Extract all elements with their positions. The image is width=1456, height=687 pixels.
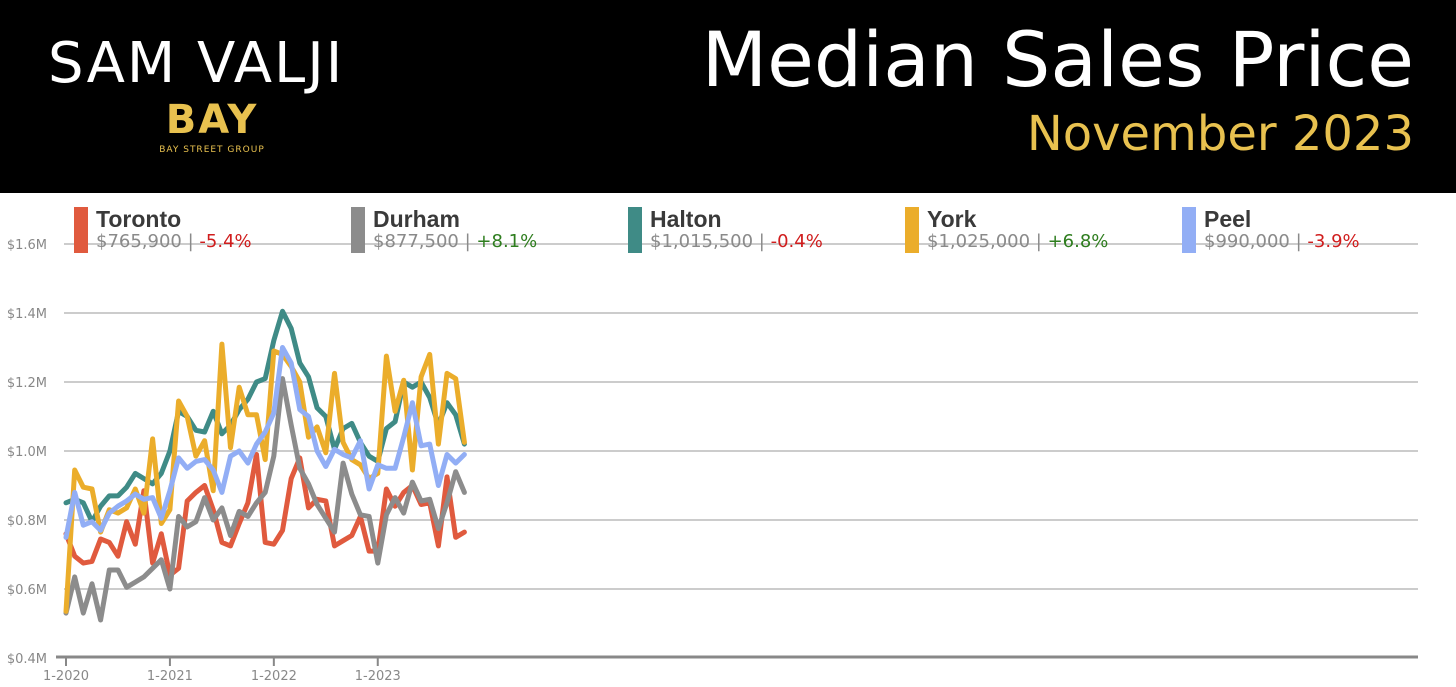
legend-separator: | (753, 231, 771, 252)
legend-series-name: Peel (1204, 206, 1252, 232)
header-banner: SAM VALJI BAY BAY STREET GROUP Median Sa… (0, 0, 1456, 193)
y-tick-label: $0.6M (7, 583, 47, 598)
legend-change: +8.1% (476, 231, 538, 252)
legend-series-value: $877,500 | +8.1% (373, 231, 537, 252)
brand-name: SAM VALJI (48, 31, 345, 96)
legend-price: $1,015,500 (650, 231, 754, 252)
y-tick-label: $0.4M (7, 652, 47, 667)
legend-separator: | (181, 231, 200, 252)
series-line-peel (63, 345, 467, 540)
legend-series-name: Halton (650, 206, 722, 232)
y-tick-label: $0.8M (7, 514, 47, 529)
legend-change: -0.4% (770, 231, 823, 252)
x-tick-label: 1-2023 (355, 669, 401, 684)
brand-logo: BAY BAY STREET GROUP (156, 100, 268, 155)
legend-series-value: $1,025,000 | +6.8% (927, 231, 1108, 252)
legend-change: +6.8% (1047, 231, 1109, 252)
legend-change: -3.9% (1307, 231, 1360, 252)
legend-series-name: York (927, 206, 977, 232)
legend-swatch (74, 207, 88, 253)
legend-swatch (1182, 207, 1196, 253)
legend-price: $877,500 (373, 231, 459, 252)
legend-price: $1,025,000 (927, 231, 1031, 252)
brand-logo-mark: BAY (165, 97, 259, 143)
page-subtitle: November 2023 (1026, 106, 1414, 162)
legend-series-value: $765,900 | -5.4% (96, 231, 252, 252)
legend-change: -5.4% (199, 231, 252, 252)
legend-separator: | (458, 231, 477, 252)
legend-series-name: Toronto (96, 206, 182, 232)
axis-layer: $0.4M $0.6M $0.8M $1.0M $1.2M $1.4M $1.6M 1-202… (7, 238, 1418, 684)
legend-price: $765,900 (96, 231, 182, 252)
legend-swatch (628, 207, 642, 253)
legend-separator: | (1030, 231, 1048, 252)
legend-separator: | (1289, 231, 1308, 252)
x-tick-label: 1-2020 (43, 669, 89, 684)
legend-series-value: $1,015,500 | -0.4% (650, 231, 823, 252)
x-tick-label: 1-2022 (251, 669, 297, 684)
legend-series-name: Durham (373, 206, 460, 232)
page-title: Median Sales Price (701, 15, 1414, 104)
legend-swatch (905, 207, 919, 253)
x-tick-label: 1-2021 (147, 669, 193, 684)
legend-price: $990,000 (1204, 231, 1290, 252)
series-layer (63, 308, 467, 623)
brand-logo-subtitle: BAY STREET GROUP (159, 145, 265, 155)
y-tick-label: $1.0M (7, 445, 47, 460)
series-line-durham (63, 376, 467, 623)
y-tick-label: $1.6M (7, 238, 47, 253)
y-tick-label: $1.2M (7, 376, 47, 391)
legend-swatch (351, 207, 365, 253)
legend-series-value: $990,000 | -3.9% (1204, 231, 1360, 252)
y-tick-label: $1.4M (7, 307, 47, 322)
series-line-york (63, 341, 467, 614)
